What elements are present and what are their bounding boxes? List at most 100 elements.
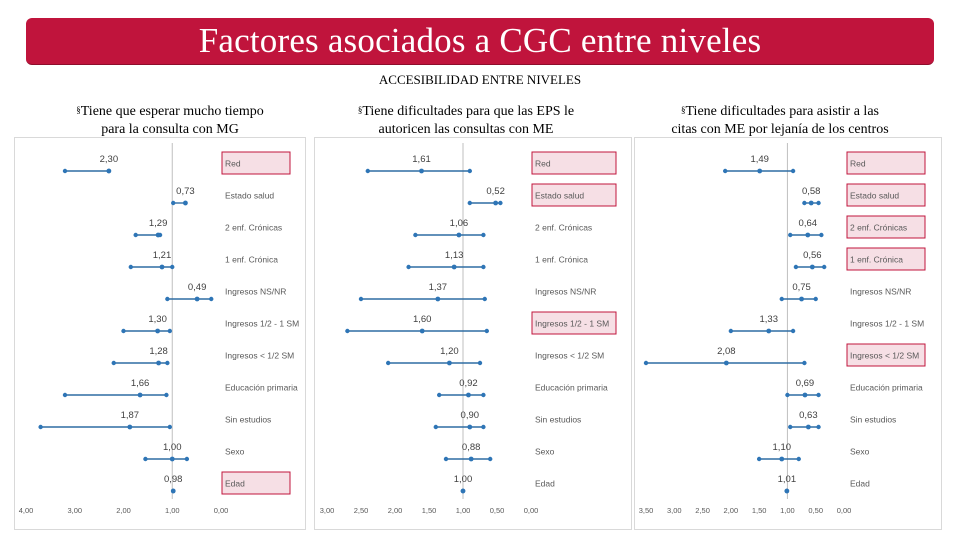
ci-end-marker: [482, 296, 487, 302]
point-estimate: [493, 200, 499, 206]
x-tick-label: 3,50: [639, 506, 654, 515]
bullet-icon: §: [76, 105, 81, 115]
ci-end-marker: [38, 424, 43, 430]
ci-end-marker: [816, 424, 821, 430]
ci-end-marker: [790, 328, 796, 334]
ci-end-marker: [167, 424, 173, 430]
ci-end-marker: [143, 456, 148, 462]
x-tick-label: 0,00: [524, 506, 539, 515]
point-estimate: [183, 200, 188, 206]
point-estimate: [156, 360, 162, 366]
ci-end-marker: [164, 392, 169, 398]
ci-end-marker: [111, 360, 116, 366]
forest-plot-svg: Red 2,30 Estado salud 0,73 2 enf. Crónicas 1,…: [19, 143, 299, 515]
value-label: 0,63: [799, 410, 818, 421]
x-tick-label: 0,50: [490, 506, 505, 515]
category-label: Red: [225, 159, 241, 169]
category-label: Ingresos NS/NR: [225, 287, 286, 297]
bullet-icon: §: [357, 105, 363, 115]
ci-end-marker: [788, 424, 793, 430]
point-estimate: [757, 168, 763, 174]
ci-end-marker: [802, 200, 807, 206]
ci-end-marker: [133, 232, 138, 238]
x-tick-label: 0,50: [808, 506, 823, 515]
ci-end-marker: [443, 456, 449, 462]
point-estimate: [137, 392, 143, 398]
ci-end-marker: [121, 328, 126, 334]
ci-end-marker: [756, 456, 762, 462]
category-label: Sin estudios: [535, 415, 581, 425]
ci-end-marker: [481, 232, 486, 238]
category-label: 2 enf. Crónicas: [535, 223, 592, 233]
ci-end-marker: [165, 296, 170, 302]
point-estimate: [723, 360, 729, 366]
x-tick-label: 1,50: [752, 506, 767, 515]
category-label: 2 enf. Crónicas: [225, 223, 282, 233]
value-label: 0,49: [188, 282, 207, 293]
category-label: 1 enf. Crónica: [225, 255, 278, 265]
category-label: Edad: [850, 479, 870, 489]
category-label: Ingresos NS/NR: [535, 287, 596, 297]
value-label: 1,33: [760, 314, 779, 325]
x-tick-label: 0,00: [837, 506, 852, 515]
ci-end-marker: [813, 296, 818, 302]
ci-end-marker: [386, 360, 391, 366]
category-label: Sexo: [850, 447, 870, 457]
point-estimate: [805, 424, 811, 430]
x-tick-label: 2,50: [354, 506, 369, 515]
x-tick-label: 2,00: [724, 506, 739, 515]
point-estimate: [127, 424, 133, 430]
highlight-box: [531, 151, 617, 175]
value-label: 1,30: [148, 314, 167, 325]
point-estimate: [106, 168, 112, 174]
category-label: Estado salud: [850, 191, 899, 201]
highlight-box: [846, 343, 926, 367]
point-estimate: [456, 232, 462, 238]
ci-end-marker: [793, 264, 799, 270]
point-estimate: [419, 168, 424, 174]
point-estimate: [802, 392, 808, 398]
point-estimate: [419, 328, 425, 334]
forest-chart-3: Red 1,49 Estado salud 0,58 2 enf. Crónicas 0,…: [634, 137, 940, 528]
point-estimate: [808, 200, 814, 206]
value-label: 1,21: [153, 250, 172, 261]
value-label: 1,13: [445, 250, 464, 261]
ci-end-marker: [816, 392, 821, 398]
ci-end-marker: [437, 392, 442, 398]
ci-end-marker: [643, 360, 649, 366]
point-estimate: [155, 232, 161, 238]
point-estimate: [460, 488, 466, 494]
value-label: 1,00: [454, 474, 473, 485]
ci-end-marker: [790, 168, 796, 174]
panel-title-1: §Tiene que esperar mucho tiempo para la …: [76, 104, 264, 137]
ci-end-marker: [498, 200, 503, 206]
value-label: 0,58: [802, 186, 821, 197]
ci-end-marker: [171, 200, 176, 206]
point-estimate: [155, 328, 161, 334]
value-label: 0,92: [459, 378, 478, 389]
ci-end-marker: [788, 232, 793, 238]
point-estimate: [784, 488, 790, 494]
highlight-box: [221, 471, 291, 495]
ci-end-marker: [128, 264, 134, 270]
x-tick-label: 3,00: [320, 506, 335, 515]
panel-title-3: §Tiene dificultades para asistir a las c…: [671, 104, 889, 137]
category-label: Sin estudios: [225, 415, 271, 425]
ci-end-marker: [345, 328, 350, 334]
value-label: 1,29: [149, 218, 168, 229]
ci-end-marker: [165, 360, 170, 366]
forest-chart-2: Red 1,61 Estado salud 0,52 2 enf. Crónicas 1,…: [314, 137, 630, 528]
value-label: 1,00: [163, 442, 182, 453]
point-estimate: [447, 360, 452, 366]
ci-end-marker: [488, 456, 493, 462]
ci-end-marker: [365, 168, 370, 174]
ci-end-marker: [484, 328, 489, 334]
point-estimate: [468, 456, 474, 462]
point-estimate: [809, 264, 815, 270]
highlight-box: [846, 151, 926, 175]
value-label: 0,64: [799, 218, 818, 229]
highlight-box: [531, 311, 617, 335]
point-estimate: [435, 296, 441, 302]
category-label: Estado salud: [535, 191, 584, 201]
x-tick-label: 4,00: [19, 506, 34, 515]
